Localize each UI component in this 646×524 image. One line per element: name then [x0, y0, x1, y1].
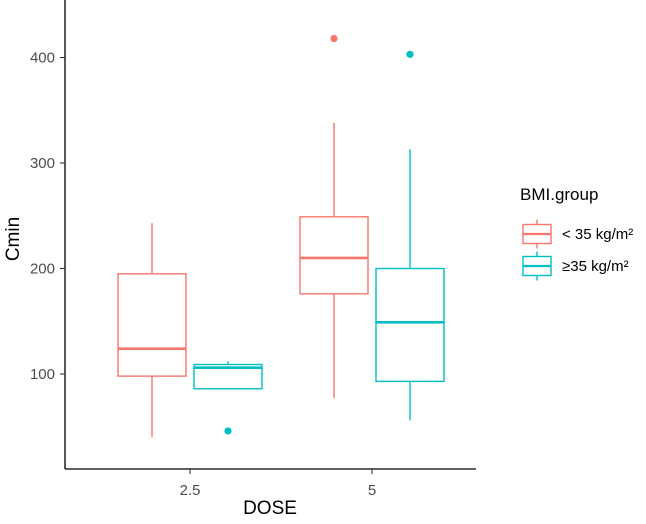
- legend-item-lt35: < 35 kg/m²: [522, 219, 633, 249]
- legend-label: < 35 kg/m²: [562, 226, 633, 243]
- legend-item-ge35: ≥35 kg/m²: [522, 251, 629, 281]
- y-tick-label: 300: [30, 155, 55, 172]
- y-axis-title: Cmin: [3, 217, 24, 261]
- box-iqr: [299, 216, 369, 295]
- box-lt35-2_5: [117, 223, 187, 438]
- plot-area: [117, 34, 445, 438]
- legend-title: BMI.group: [520, 185, 598, 204]
- y-tick-label: 200: [30, 261, 55, 278]
- outlier-point: [330, 34, 338, 43]
- x-tick-label: 2.5: [180, 482, 201, 499]
- x-axis-title: DOSE: [243, 498, 297, 519]
- box-lt35-5: [299, 34, 369, 399]
- outlier-point: [224, 427, 232, 435]
- box-ge35-2_5: [193, 361, 263, 435]
- box-ge35-5: [375, 50, 445, 421]
- x-tick-label: 5: [368, 482, 376, 499]
- y-tick-label: 400: [30, 50, 55, 67]
- axes: 100 200 300 400 2.5 5: [30, 0, 476, 499]
- box-iqr: [375, 267, 445, 383]
- y-tick-label: 100: [30, 366, 55, 383]
- outlier-point: [406, 50, 414, 58]
- legend-label: ≥35 kg/m²: [562, 258, 629, 275]
- box-iqr: [117, 273, 187, 377]
- legend: BMI.group < 35 kg/m² ≥35 kg/m²: [520, 185, 633, 281]
